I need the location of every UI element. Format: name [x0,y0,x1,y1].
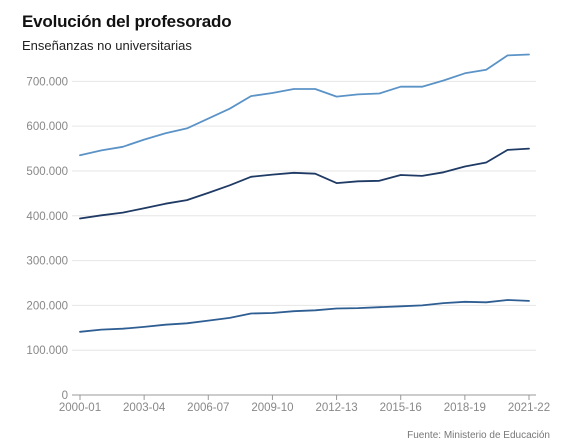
y-tick-label: 700.000 [26,76,68,88]
y-tick-label: 300.000 [26,256,68,268]
x-tick-label: 2003-04 [123,402,166,414]
x-tick-label: 2012-13 [315,402,357,414]
source-note: Fuente: Ministerio de Educación [407,430,550,441]
x-tick-label: 2021-22 [508,402,550,414]
y-tick-label: 100.000 [26,345,68,357]
x-tick-label: 2009-10 [251,402,293,414]
y-tick-label: 0 [62,390,68,402]
y-tick-label: 500.000 [26,166,68,178]
chart-title: Evolución del profesorado [22,12,232,31]
y-tick-label: 200.000 [26,300,68,312]
series-line-3 [79,299,530,333]
y-tick-label: 600.000 [26,121,68,133]
x-tick-label: 2015-16 [380,402,422,414]
series-line-1 [79,53,530,157]
x-tick-label: 2018-19 [444,402,486,414]
chart-subtitle: Enseñanzas no universitarias [22,38,192,53]
x-tick-label: 2006-07 [187,402,229,414]
y-tick-label: 400.000 [26,211,68,223]
x-tick-label: 2000-01 [59,402,101,414]
series-line-2 [79,147,530,220]
